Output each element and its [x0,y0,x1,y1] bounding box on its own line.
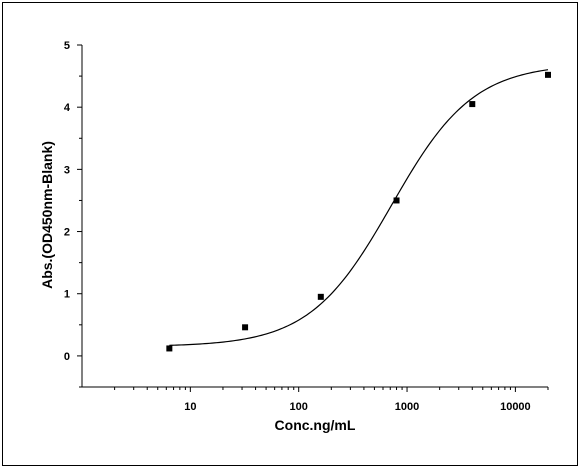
x-tick-label: 100 [290,401,308,413]
fit-curve [169,69,549,346]
data-points [166,71,551,352]
y-tick-label: 1 [64,289,70,301]
data-point [166,345,173,352]
y-tick-label: 4 [64,102,71,114]
data-point [469,101,476,108]
x-tick-label: 1000 [395,401,419,413]
x-tick-label: 10 [184,401,196,413]
data-point [545,71,551,78]
ticks: 0 1 2 3 4 5 10 100 1000 10000 [64,40,549,413]
data-point [242,324,249,331]
x-tick-label: 10000 [500,401,531,413]
y-tick-label: 2 [64,227,70,239]
y-tick-label: 0 [64,351,70,363]
chart-frame [2,2,578,466]
data-point [317,293,324,300]
y-tick-label: 3 [64,164,70,176]
data-point [393,197,400,204]
y-axis-title: Abs.(OD450nm-Blank) [39,141,55,289]
y-tick-label: 5 [64,40,70,52]
axes [81,45,548,388]
x-axis-title: Conc.ng/mL [275,417,356,433]
